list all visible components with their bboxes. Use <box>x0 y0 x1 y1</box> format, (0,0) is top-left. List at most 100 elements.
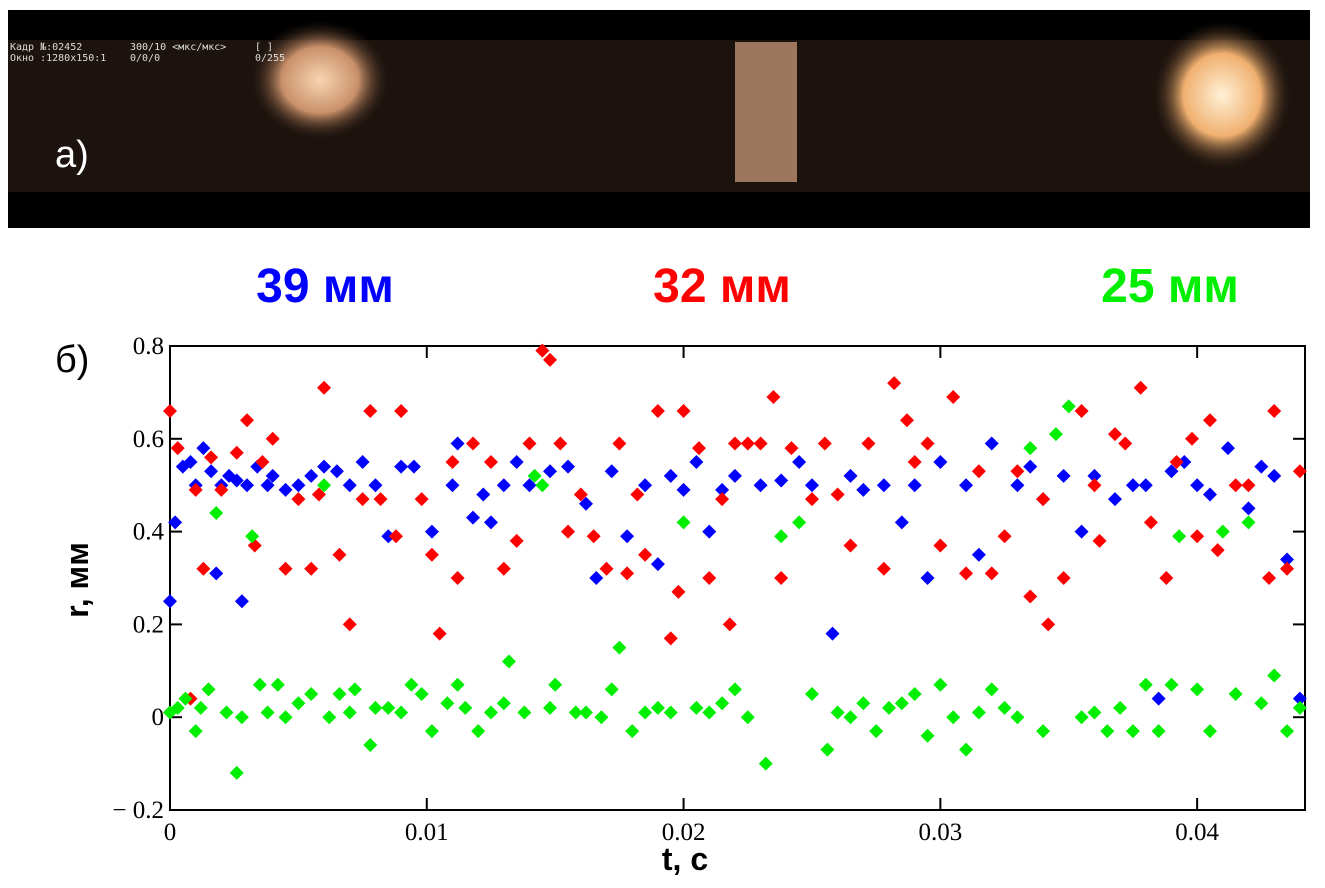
point <box>1152 692 1166 706</box>
point <box>163 594 177 608</box>
point <box>877 478 891 492</box>
point <box>476 487 490 501</box>
point <box>715 492 729 506</box>
point <box>322 710 336 724</box>
point <box>1036 492 1050 506</box>
figure: Кадр №:02452 Окно :1280x150:1 300/10 <мк… <box>0 0 1325 888</box>
point <box>1280 724 1294 738</box>
point <box>363 738 377 752</box>
point <box>805 687 819 701</box>
point <box>856 483 870 497</box>
panel-label: а) <box>55 134 89 176</box>
point <box>587 529 601 543</box>
point <box>887 376 901 390</box>
point <box>1139 478 1153 492</box>
point <box>1118 436 1132 450</box>
point <box>1093 534 1107 548</box>
point <box>1152 724 1166 738</box>
point <box>1057 469 1071 483</box>
point <box>163 404 177 418</box>
point <box>279 483 293 497</box>
point <box>856 696 870 710</box>
point <box>959 743 973 757</box>
point <box>445 478 459 492</box>
point <box>261 706 275 720</box>
point <box>702 706 716 720</box>
point <box>759 757 773 771</box>
x-tick-label: 0.03 <box>918 819 962 846</box>
point <box>638 478 652 492</box>
point <box>510 534 524 548</box>
point <box>664 631 678 645</box>
point <box>638 548 652 562</box>
point <box>266 432 280 446</box>
point <box>820 743 834 757</box>
point <box>843 539 857 553</box>
point <box>1100 724 1114 738</box>
point <box>594 710 608 724</box>
point <box>1221 441 1235 455</box>
point <box>921 571 935 585</box>
point <box>471 724 485 738</box>
point <box>394 460 408 474</box>
point <box>394 404 408 418</box>
point <box>612 436 626 450</box>
point <box>985 436 999 450</box>
point <box>1023 590 1037 604</box>
point <box>394 706 408 720</box>
point <box>535 478 549 492</box>
y-tick-label: 0.8 <box>133 333 164 360</box>
point <box>805 478 819 492</box>
point <box>826 627 840 641</box>
point <box>728 682 742 696</box>
point <box>579 706 593 720</box>
point <box>466 511 480 525</box>
point <box>933 455 947 469</box>
point <box>792 455 806 469</box>
point <box>368 701 382 715</box>
point <box>1185 432 1199 446</box>
point <box>1041 617 1055 631</box>
point <box>831 487 845 501</box>
point <box>451 678 465 692</box>
point <box>651 557 665 571</box>
point <box>689 701 703 715</box>
point <box>630 487 644 501</box>
x-tick-label: 0.02 <box>662 819 706 846</box>
glow <box>1152 20 1292 170</box>
point <box>196 441 210 455</box>
point <box>1010 478 1024 492</box>
point <box>677 515 691 529</box>
point <box>543 464 557 478</box>
point <box>671 585 685 599</box>
point <box>230 446 244 460</box>
point <box>1126 724 1140 738</box>
point <box>204 464 218 478</box>
point <box>343 706 357 720</box>
point <box>497 478 511 492</box>
x-tick-label: 0.01 <box>405 819 449 846</box>
point <box>1280 562 1294 576</box>
x-tick-label: 0 <box>164 819 177 846</box>
point <box>946 390 960 404</box>
point <box>240 413 254 427</box>
point <box>1211 543 1225 557</box>
point <box>1190 529 1204 543</box>
point <box>497 562 511 576</box>
point <box>882 701 896 715</box>
point <box>497 696 511 710</box>
point <box>543 701 557 715</box>
point <box>972 464 986 478</box>
legend-entry: 25 мм <box>1101 260 1239 313</box>
point <box>425 525 439 539</box>
legend-entry: 32 мм <box>653 260 791 313</box>
point <box>959 478 973 492</box>
legend-entry: 39 мм <box>256 260 394 313</box>
point <box>1242 478 1256 492</box>
point <box>209 506 223 520</box>
point <box>389 529 403 543</box>
point <box>317 381 331 395</box>
point <box>374 492 388 506</box>
point <box>458 701 472 715</box>
overlay-text: 0/255 <box>255 53 285 64</box>
